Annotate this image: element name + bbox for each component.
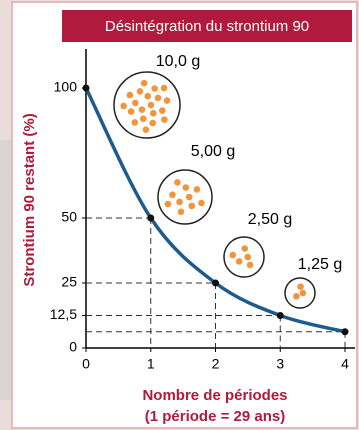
- y-tick-label: 12,5: [50, 306, 77, 322]
- x-tick-label: 4: [341, 356, 349, 372]
- grain: [155, 95, 162, 102]
- x-tick-label: 1: [147, 356, 155, 372]
- grain: [137, 88, 144, 95]
- grain: [127, 92, 134, 99]
- y-tick-label: 50: [61, 209, 77, 225]
- x-tick-label: 0: [82, 356, 90, 372]
- grain: [300, 290, 307, 297]
- point: [83, 85, 90, 92]
- annotation: 1,25 g: [298, 256, 342, 273]
- grain: [164, 97, 171, 104]
- point: [147, 215, 154, 222]
- grain: [178, 208, 185, 215]
- page: Désintégration du strontium 90 Strontium…: [0, 0, 359, 430]
- annotation: 5,00 g: [191, 143, 235, 160]
- grain: [186, 194, 193, 201]
- grain: [161, 116, 168, 123]
- grain: [189, 203, 196, 210]
- grain: [150, 110, 157, 117]
- sample-circle: [158, 170, 212, 224]
- grain: [293, 293, 300, 300]
- grain: [198, 200, 205, 207]
- grain: [247, 262, 254, 269]
- x-tick-label: 3: [276, 356, 284, 372]
- grain: [165, 201, 172, 208]
- y-tick-label: 100: [54, 79, 78, 95]
- grain: [159, 107, 166, 114]
- point: [277, 312, 284, 319]
- grain: [161, 85, 168, 92]
- sample-circle: [224, 237, 264, 277]
- grain: [141, 80, 148, 87]
- grain: [120, 103, 127, 110]
- grain: [236, 258, 243, 265]
- grain: [194, 186, 201, 193]
- grain: [131, 119, 138, 126]
- grain: [143, 126, 150, 133]
- grain: [297, 283, 304, 290]
- grain: [140, 115, 147, 122]
- point: [342, 328, 349, 335]
- grain: [132, 100, 139, 107]
- x-tick-label: 2: [212, 356, 220, 372]
- chart-title: Désintégration du strontium 90: [105, 18, 309, 35]
- y-tick-label: 0: [69, 339, 77, 355]
- grain: [169, 191, 176, 198]
- grain: [149, 120, 156, 127]
- grain: [148, 102, 155, 109]
- grain: [183, 184, 190, 191]
- grain: [241, 245, 248, 252]
- grain: [151, 85, 158, 92]
- annotation: 10,0 g: [156, 53, 200, 70]
- grain: [174, 179, 181, 186]
- grain: [176, 199, 183, 206]
- grain: [244, 254, 251, 261]
- grain: [144, 93, 151, 100]
- x-axis-label: (1 période = 29 ans): [145, 408, 285, 425]
- point: [212, 280, 219, 287]
- y-tick-label: 25: [61, 274, 77, 290]
- grain: [229, 252, 236, 259]
- annotation: 2,50 g: [248, 211, 292, 228]
- grain: [139, 106, 146, 113]
- x-axis-label: Nombre de périodes: [142, 387, 287, 404]
- chart: Désintégration du strontium 90 Strontium…: [0, 0, 359, 430]
- y-axis-label: Strontium 90 restant (%): [21, 113, 38, 286]
- grain: [128, 108, 135, 115]
